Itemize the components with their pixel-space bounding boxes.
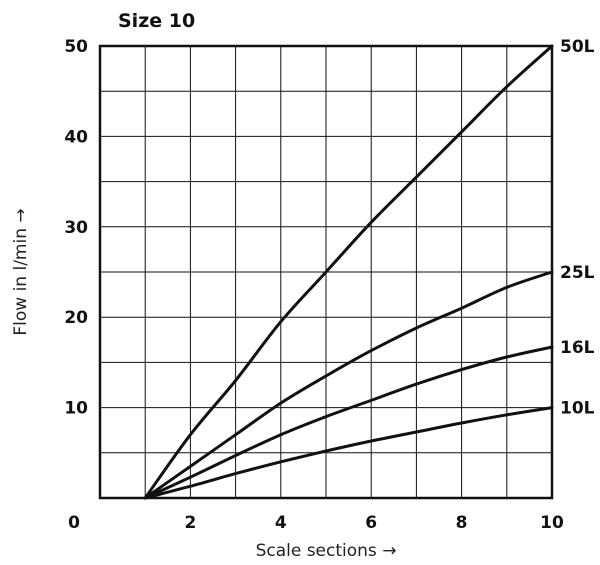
x-tick-label: 8 (456, 513, 468, 533)
series-line-16L (143, 345, 554, 500)
chart-series: 50L 25L 16L 10L (143, 37, 595, 500)
series-line-10L (143, 406, 554, 500)
series-label-25L: 25L (560, 263, 595, 283)
x-tick-label: 10 (540, 513, 564, 533)
chart-ticks: 2 4 6 8 10 10 20 30 40 50 (64, 37, 564, 533)
series-label-50L: 50L (560, 37, 595, 57)
series-label-10L: 10L (560, 399, 595, 419)
x-tick-label: 2 (184, 513, 196, 533)
y-tick-label: 40 (64, 127, 88, 147)
y-tick-label: 10 (64, 399, 88, 419)
chart-grid (100, 46, 552, 498)
y-tick-label: 30 (64, 218, 88, 238)
series-label-16L: 16L (560, 338, 595, 358)
chart-frame (98, 44, 554, 500)
series-line-50L (143, 44, 554, 500)
x-origin-label: 0 (68, 513, 80, 533)
y-tick-label: 50 (64, 37, 88, 57)
x-tick-label: 4 (275, 513, 287, 533)
chart-title: Size 10 (118, 10, 195, 32)
y-tick-label: 20 (64, 308, 88, 328)
series-line-25L (143, 270, 554, 500)
x-tick-label: 6 (365, 513, 377, 533)
x-axis-label: Scale sections → (256, 541, 397, 561)
y-axis-label: Flow in l/min → (11, 208, 31, 335)
